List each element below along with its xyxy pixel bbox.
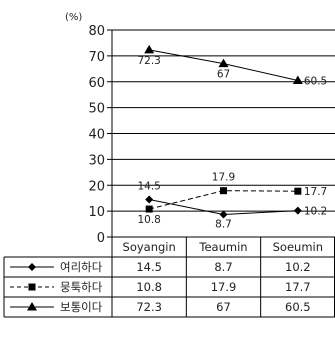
data-label-s2-0: 72.3 — [137, 55, 160, 67]
y-tick-label-0: 0 — [97, 231, 105, 246]
y-tick-label-20: 20 — [88, 179, 105, 194]
legend-label-2: 보통이다 — [60, 300, 103, 314]
data-label-s1-2: 17.7 — [304, 186, 327, 198]
series-0-point-0 — [145, 195, 154, 204]
data-label-s0-1: 8.7 — [215, 218, 232, 230]
y-tick-label-60: 60 — [88, 76, 105, 91]
data-label-s2-1: 67 — [217, 69, 230, 81]
data-table: Soyangin Teaumin Soeumin 여리하다 14.5 8.7 10.2 뭉툭하… — [3, 236, 335, 318]
y-axis-unit: (%) — [65, 12, 82, 23]
y-tick-label-40: 40 — [88, 128, 105, 143]
data-label-s2-2: 60.5 — [304, 75, 327, 87]
table-cell-s2-2: 60.5 — [285, 300, 311, 314]
table-cell-s0-2: 10.2 — [285, 260, 311, 274]
legend-label-1: 뭉툭하다 — [60, 280, 103, 294]
series-0-point-2 — [293, 206, 302, 215]
category-label-2: Soeumin — [273, 240, 323, 254]
series-2-point-2 — [292, 75, 303, 84]
table-cell-s1-1: 17.9 — [211, 280, 237, 294]
data-series — [144, 44, 303, 219]
table-cell-s2-0: 72.3 — [136, 300, 162, 314]
table-cell-s2-1: 67 — [216, 300, 231, 314]
table-cell-s0-0: 14.5 — [136, 260, 162, 274]
series-1-point-1 — [220, 187, 227, 195]
series-1-point-2 — [294, 187, 302, 195]
y-tick-label-70: 70 — [88, 50, 105, 65]
y-tick-label-80: 80 — [88, 24, 105, 39]
data-label-s1-1: 17.9 — [212, 172, 235, 184]
table-cell-s1-0: 10.8 — [136, 280, 162, 294]
y-tick-label-50: 50 — [88, 102, 105, 117]
category-label-0: Soyangin — [123, 240, 176, 254]
data-label-s0-2: 10.2 — [304, 206, 327, 218]
legend-marker-0 — [28, 263, 36, 271]
legend-marker-1 — [28, 283, 36, 291]
y-tick-label-10: 10 — [88, 205, 105, 220]
data-labels: 14.5 8.7 10.2 10.8 17.9 17.7 72.3 67 60.5 — [137, 55, 327, 231]
series-1-point-0 — [145, 205, 153, 213]
y-axis-ticks: 0 10 20 30 40 50 60 70 80 — [88, 24, 112, 246]
category-label-1: Teaumin — [198, 240, 247, 254]
series-0-point-1 — [219, 210, 228, 219]
data-label-s0-0: 14.5 — [137, 180, 160, 192]
data-label-s1-0: 10.8 — [137, 214, 160, 226]
legend-marker-2 — [27, 302, 37, 311]
table-cell-s0-1: 8.7 — [214, 260, 232, 274]
y-tick-label-30: 30 — [88, 153, 105, 168]
legend-label-0: 여리하다 — [60, 260, 103, 274]
series-2-point-0 — [144, 44, 155, 54]
series-2-point-1 — [218, 58, 229, 68]
table-cell-s1-2: 17.7 — [285, 280, 311, 294]
